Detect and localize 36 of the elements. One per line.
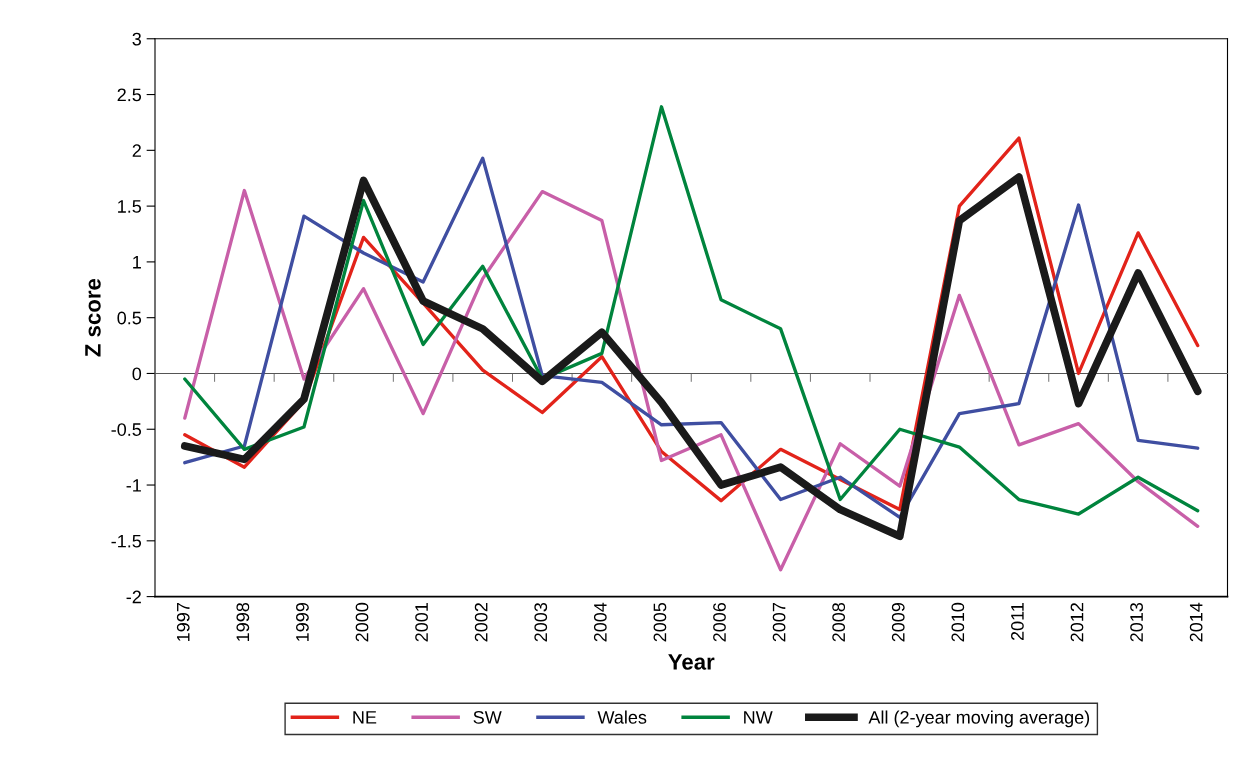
y-tick-label: -0.5 (111, 423, 142, 436)
legend-label: Wales (597, 710, 647, 724)
y-tick-label: -1 (126, 479, 141, 492)
x-tick-label: 2001 (415, 603, 428, 642)
x-tick-label: 2011 (1011, 603, 1024, 641)
y-tick-label: 1.5 (118, 200, 142, 213)
x-axis-title: Year (668, 654, 715, 670)
x-tick-label: 2006 (713, 602, 726, 642)
x-tick-label: 1998 (236, 602, 250, 641)
x-tick-label: 2005 (653, 602, 667, 642)
legend-label: SW (473, 710, 502, 724)
x-tick-label: 2000 (355, 602, 369, 642)
legend-label: NE (353, 711, 377, 724)
y-tick-label: 2.5 (117, 88, 142, 102)
x-tick-label: 2010 (951, 602, 965, 642)
legend-label: NW (744, 711, 773, 724)
x-tick-label: 2008 (832, 602, 846, 642)
y-tick-label: 1 (133, 256, 141, 269)
y-tick-label: 0.5 (117, 311, 142, 325)
x-tick-label: 2012 (1070, 603, 1084, 642)
x-tick-label: 2013 (1130, 602, 1143, 642)
y-tick-label: 2 (132, 144, 141, 157)
y-tick-label: 0 (132, 367, 142, 381)
x-tick-label: 2003 (534, 602, 548, 642)
y-tick-label: 3 (132, 32, 142, 46)
x-tick-label: 1997 (176, 603, 190, 641)
x-tick-label: 2009 (891, 603, 905, 642)
x-tick-label: 1999 (296, 603, 309, 641)
y-tick-label: -2 (126, 590, 141, 604)
y-axis-title: Z score (85, 278, 101, 357)
y-tick-label: -1.5 (111, 534, 142, 548)
x-tick-label: 2004 (593, 602, 607, 642)
legend-label: All (2-year moving average) (868, 710, 1090, 728)
x-tick-label: 2002 (474, 603, 488, 642)
x-tick-label: 2007 (772, 603, 786, 642)
x-tick-label: 2014 (1189, 602, 1203, 642)
